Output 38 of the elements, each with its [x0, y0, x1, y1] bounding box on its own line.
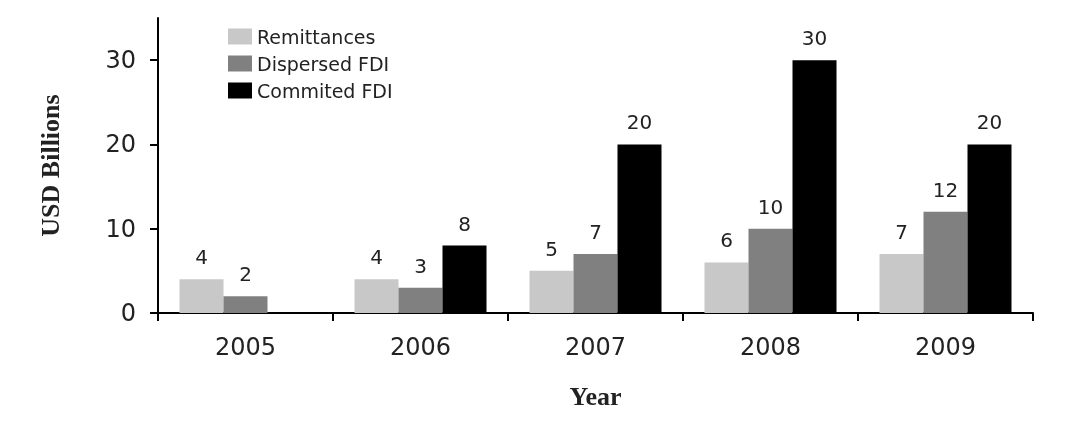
data-label: 10	[757, 194, 784, 219]
legend-label: Dispersed FDI	[257, 52, 390, 75]
data-label: 8	[458, 211, 471, 236]
y-axis-title: USD Billions	[35, 94, 65, 237]
bar	[704, 262, 749, 313]
legend-label: Commited FDI	[257, 79, 393, 102]
bar	[179, 279, 224, 313]
x-tick-label: 2009	[914, 333, 977, 361]
y-tick-label: 30	[105, 46, 136, 75]
data-label: 2	[239, 262, 252, 287]
bar	[923, 211, 968, 313]
data-label: 4	[370, 245, 383, 270]
bar	[223, 296, 268, 313]
bar	[398, 287, 443, 313]
y-tick-label: 10	[105, 214, 136, 243]
data-label: 12	[932, 177, 959, 202]
bar	[748, 228, 793, 313]
data-label: 20	[626, 110, 653, 135]
data-label: 20	[976, 110, 1003, 135]
x-axis-title: Year	[569, 381, 622, 411]
data-label: 30	[801, 26, 828, 51]
bar	[354, 279, 399, 313]
bar	[529, 270, 574, 313]
x-tick-label: 2006	[389, 333, 452, 361]
data-label: 7	[589, 220, 602, 244]
data-label: 3	[414, 253, 427, 278]
data-label: 6	[720, 228, 733, 253]
y-tick-label: 20	[105, 130, 136, 159]
data-label: 5	[545, 236, 558, 261]
legend-label: Remittances	[257, 25, 376, 48]
x-tick-label: 2005	[214, 333, 277, 361]
y-tick-label: 0	[120, 299, 136, 327]
bar	[573, 254, 618, 313]
data-label: 4	[195, 245, 208, 270]
data-label: 7	[895, 220, 908, 244]
x-tick-label: 2007	[564, 333, 627, 361]
x-tick-label: 2008	[739, 333, 802, 361]
bar	[879, 254, 924, 313]
